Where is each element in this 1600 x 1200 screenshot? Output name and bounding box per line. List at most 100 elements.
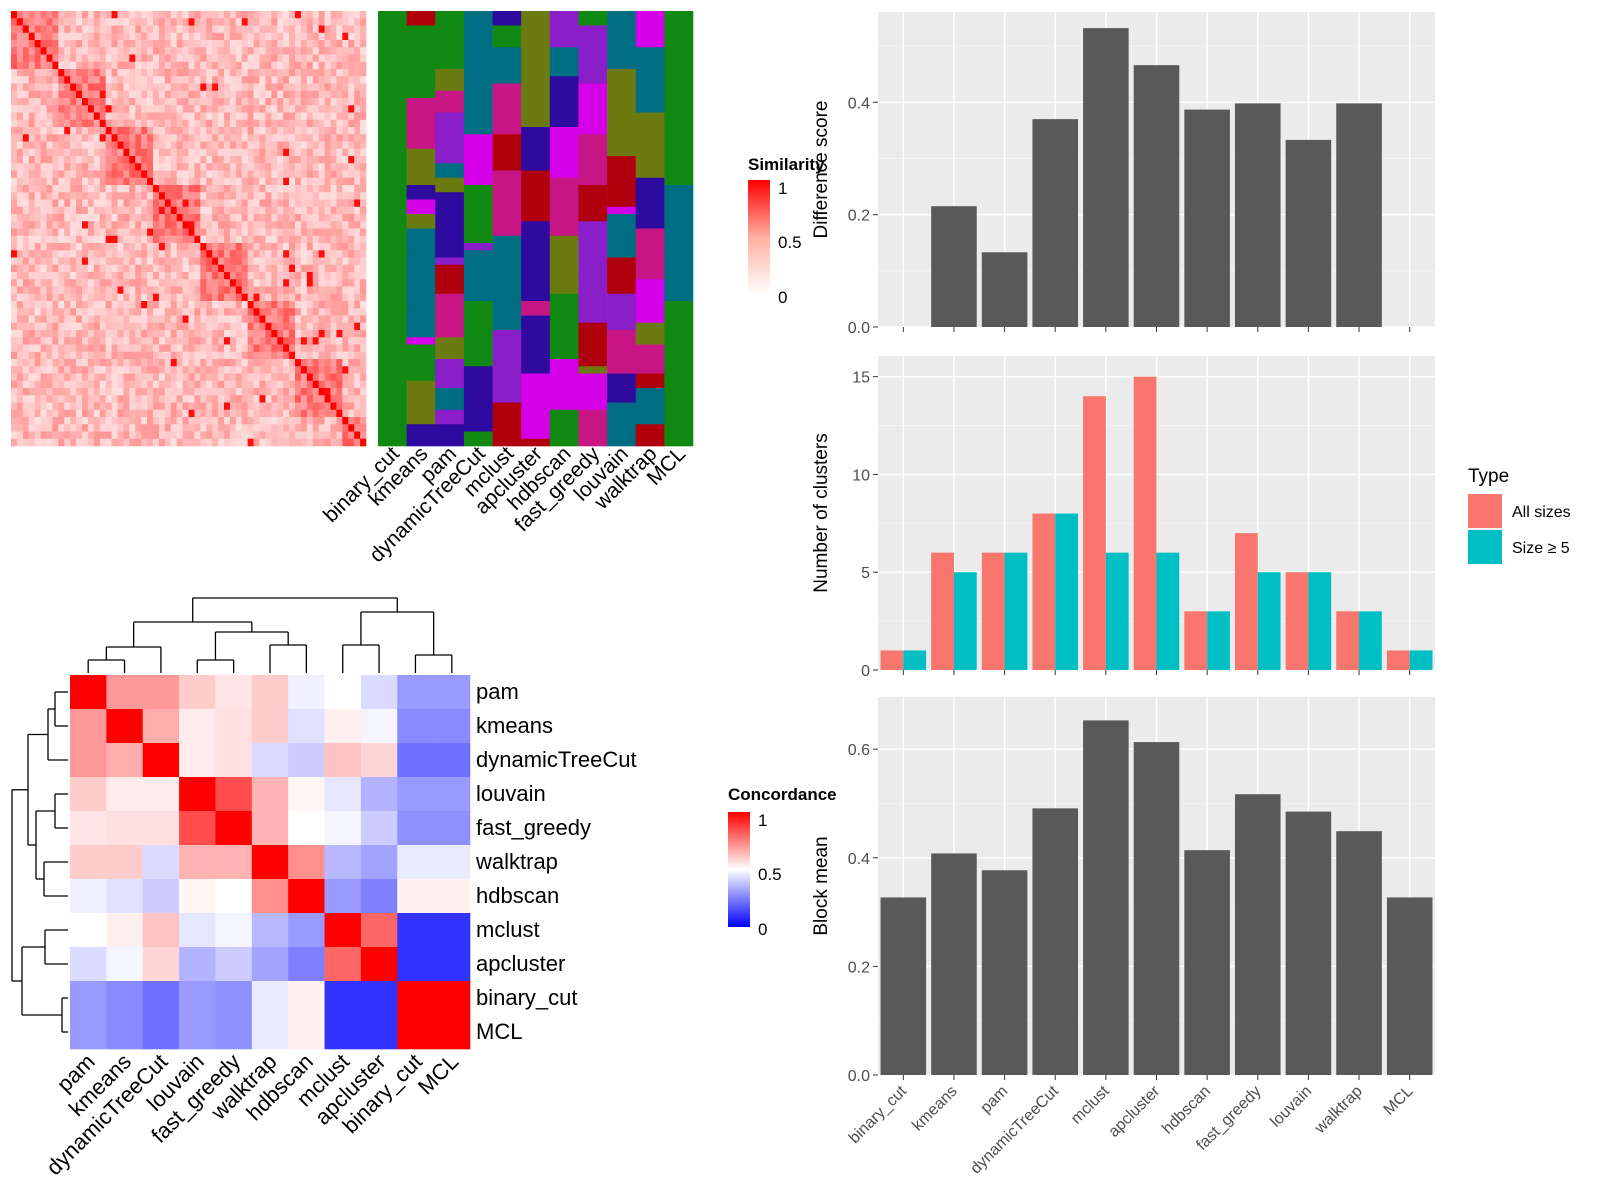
- similarity-cell: [176, 315, 183, 324]
- similarity-cell: [324, 40, 331, 48]
- similarity-cell: [318, 221, 325, 229]
- similarity-cell: [289, 25, 296, 34]
- similarity-cell: [229, 272, 237, 280]
- similarity-cell: [300, 61, 308, 70]
- similarity-cell: [277, 127, 284, 135]
- similarity-cell: [336, 112, 343, 121]
- similarity-cell: [82, 61, 89, 70]
- concordance-cell: [251, 709, 289, 744]
- similarity-cell: [99, 170, 106, 179]
- similarity-cell: [336, 127, 343, 135]
- similarity-cell: [336, 417, 343, 425]
- similarity-cell: [46, 330, 53, 338]
- similarity-cell: [129, 185, 136, 193]
- similarity-cell: [306, 272, 314, 280]
- similarity-cell: [22, 163, 30, 171]
- similarity-cell: [253, 156, 260, 164]
- similarity-cell: [182, 395, 189, 403]
- similarity-cell: [188, 25, 195, 34]
- similarity-cell: [224, 156, 231, 164]
- cluster-assignment-cell: [378, 90, 407, 106]
- similarity-cell: [93, 409, 101, 418]
- cluster-assignment-cell: [635, 47, 665, 113]
- concordance-row-label: binary_cut: [476, 985, 578, 1010]
- concordance-cell: [360, 777, 398, 812]
- similarity-cell: [330, 264, 337, 273]
- similarity-cell: [218, 69, 225, 77]
- similarity-cell: [306, 337, 314, 345]
- similarity-cell: [348, 438, 355, 447]
- similarity-cell: [336, 105, 343, 113]
- similarity-cell: [170, 351, 177, 360]
- similarity-cell: [212, 272, 219, 280]
- similarity-cell: [241, 206, 248, 215]
- similarity-cell: [105, 337, 112, 345]
- similarity-cell: [342, 351, 349, 360]
- similarity-cell: [348, 330, 355, 338]
- similarity-cell: [158, 163, 166, 171]
- similarity-cell: [52, 438, 59, 447]
- similarity-cell: [170, 373, 177, 382]
- similarity-cell: [342, 264, 349, 273]
- similarity-cell: [34, 351, 41, 360]
- similarity-cell: [28, 177, 35, 186]
- similarity-cell: [34, 105, 41, 113]
- similarity-cell: [324, 373, 331, 382]
- concordance-cell: [288, 675, 325, 710]
- similarity-cell: [229, 177, 237, 186]
- similarity-cell: [330, 177, 337, 186]
- similarity-cell: [34, 112, 41, 121]
- similarity-cell: [194, 366, 201, 374]
- similarity-cell: [16, 90, 24, 99]
- similarity-cell: [241, 279, 248, 287]
- similarity-cell: [22, 243, 30, 251]
- similarity-cell: [259, 32, 266, 41]
- similarity-cell: [46, 257, 53, 266]
- similarity-cell: [170, 32, 177, 41]
- similarity-cell: [111, 417, 118, 425]
- similarity-cell: [247, 156, 254, 164]
- similarity-cell: [76, 11, 83, 19]
- similarity-cell: [147, 279, 154, 287]
- similarity-cell: [40, 409, 47, 418]
- similarity-cell: [176, 119, 183, 128]
- similarity-cell: [194, 308, 201, 316]
- similarity-cell: [336, 235, 343, 244]
- similarity-cell: [52, 315, 59, 324]
- similarity-cell: [300, 228, 308, 237]
- similarity-cell: [336, 286, 343, 295]
- similarity-cell: [324, 141, 331, 150]
- similarity-cell: [40, 322, 47, 331]
- similarity-cell: [52, 395, 59, 403]
- similarity-cell: [22, 40, 30, 48]
- similarity-cell: [58, 395, 65, 403]
- similarity-cell: [164, 308, 172, 316]
- similarity-cell: [82, 199, 89, 208]
- similarity-cell: [164, 221, 172, 229]
- cluster-assignment-cell: [492, 330, 522, 360]
- similarity-cell: [123, 11, 130, 19]
- similarity-cell: [105, 301, 112, 309]
- similarity-cell: [82, 134, 89, 142]
- similarity-cell: [354, 83, 361, 92]
- similarity-cell: [194, 301, 201, 309]
- similarity-cell: [300, 388, 308, 396]
- similarity-cell: [176, 293, 183, 302]
- similarity-cell: [182, 185, 189, 193]
- similarity-cell: [247, 286, 254, 295]
- similarity-cell: [99, 90, 106, 99]
- similarity-cell: [330, 272, 337, 280]
- similarity-cell: [11, 388, 18, 396]
- similarity-cell: [218, 134, 225, 142]
- similarity-cell: [93, 61, 101, 70]
- similarity-cell: [283, 40, 290, 48]
- similarity-cell: [265, 148, 272, 157]
- similarity-cell: [111, 170, 118, 179]
- similarity-cell: [271, 83, 278, 92]
- similarity-cell: [289, 424, 296, 432]
- similarity-cell: [170, 199, 177, 208]
- similarity-cell: [129, 61, 136, 70]
- similarity-cell: [34, 293, 41, 302]
- similarity-cell: [283, 243, 290, 251]
- similarity-cell: [235, 308, 243, 316]
